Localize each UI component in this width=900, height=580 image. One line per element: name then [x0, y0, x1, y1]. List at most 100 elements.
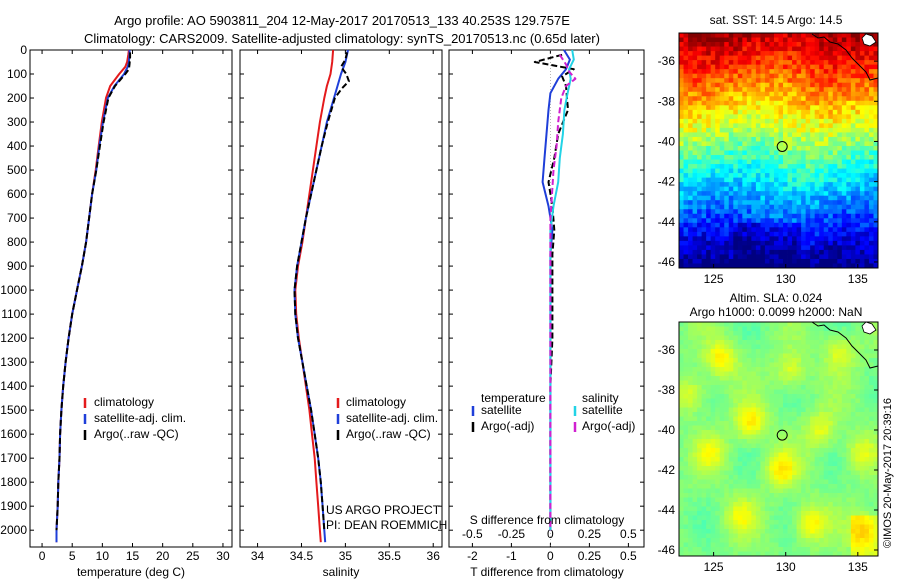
heatmap-cell [715, 245, 721, 251]
heatmap-cell [697, 358, 703, 363]
heatmap-cell [715, 425, 721, 431]
heatmap-cell [769, 73, 775, 79]
heatmap-cell [805, 506, 811, 512]
heatmap-cell [701, 195, 707, 201]
heatmap-cell [850, 249, 856, 255]
heatmap-cell [755, 412, 761, 417]
heatmap-cell [697, 542, 703, 548]
heatmap-cell [846, 425, 852, 431]
heatmap-cell [679, 249, 684, 255]
heatmap-cell [855, 394, 861, 399]
heatmap-cell [751, 118, 757, 124]
heatmap-cell [810, 231, 816, 237]
heatmap-cell [751, 123, 757, 129]
heatmap-cell [688, 412, 693, 417]
heatmap-cell [751, 403, 757, 408]
heatmap-cell [832, 240, 838, 246]
heatmap-cell [778, 37, 784, 43]
heatmap-cell [828, 78, 834, 84]
heatmap-cell [868, 155, 874, 160]
heatmap-cell [764, 60, 770, 66]
heatmap-cell [868, 515, 874, 521]
heatmap-cell [728, 231, 734, 237]
heatmap-cell [724, 421, 730, 426]
heatmap-cell [710, 51, 716, 56]
heatmap-cell [832, 91, 838, 97]
heatmap-cell [801, 164, 807, 169]
heatmap-cell [742, 91, 748, 97]
heatmap-cell [751, 82, 757, 88]
heatmap-cell [801, 231, 807, 237]
heatmap-cell [810, 389, 816, 395]
heatmap-cell [706, 340, 712, 345]
heatmap-cell [783, 538, 788, 543]
heatmap-cell [679, 488, 684, 494]
sla-map-title-line1: Altim. SLA: 0.024 [730, 291, 823, 305]
heatmap-cell [796, 353, 802, 359]
heatmap-cell [751, 362, 757, 368]
heatmap-cell [679, 218, 684, 224]
heatmap-cell [706, 69, 712, 75]
heatmap-cell [832, 542, 838, 548]
heatmap-cell [683, 87, 689, 93]
heatmap-cell [751, 340, 757, 345]
heatmap-cell [737, 421, 743, 426]
heatmap-cell [814, 335, 820, 341]
heatmap-cell [873, 60, 879, 66]
heatmap-cell [814, 209, 820, 215]
heatmap-cell [837, 389, 843, 395]
heatmap-cell [814, 96, 820, 102]
heatmap-cell [683, 502, 689, 507]
heatmap-cell [832, 145, 838, 151]
heatmap-cell [710, 511, 716, 516]
heatmap-cell [683, 173, 689, 179]
heatmap-cell [778, 173, 784, 179]
heatmap-cell [683, 542, 689, 548]
heatmap-cell [683, 488, 689, 494]
heatmap-cell [719, 78, 725, 84]
heatmap-cell [755, 421, 761, 426]
heatmap-cell [787, 245, 793, 251]
heatmap-cell [733, 551, 739, 557]
sst-argo-marker [776, 141, 788, 152]
heatmap-cell [710, 87, 716, 93]
heatmap-cell [864, 434, 870, 440]
heatmap-cell [773, 524, 779, 530]
heatmap-cell [755, 78, 761, 84]
heatmap-cell [846, 258, 852, 264]
heatmap-cell [764, 168, 770, 174]
heatmap-cell [864, 358, 870, 363]
heatmap-cell [719, 515, 725, 521]
heatmap-cell [868, 340, 874, 345]
heatmap-cell [868, 114, 874, 120]
heatmap-cell [751, 177, 757, 183]
heatmap-cell [769, 448, 775, 453]
heatmap-cell [805, 64, 811, 70]
heatmap-cell [728, 127, 734, 133]
heatmap-cell [710, 353, 716, 359]
heatmap-cell [850, 407, 856, 413]
heatmap-cell [832, 51, 838, 56]
heatmap-cell [746, 488, 752, 494]
difference-series [533, 49, 577, 547]
heatmap-cell [773, 520, 779, 525]
heatmap-cell [855, 434, 861, 440]
heatmap-cell [837, 105, 843, 111]
heatmap-cell [773, 150, 779, 156]
heatmap-cell [688, 69, 693, 75]
heatmap-cell [814, 484, 820, 489]
heatmap-cell [828, 191, 834, 197]
heatmap-cell [742, 344, 748, 350]
heatmap-cell [859, 227, 865, 233]
heatmap-cell [823, 349, 829, 354]
heatmap-cell [751, 263, 757, 269]
heatmap-cell [864, 155, 870, 160]
heatmap-cell [801, 349, 807, 354]
heatmap-cell [733, 132, 739, 138]
heatmap-cell [873, 177, 879, 183]
heatmap-cell [828, 448, 834, 453]
heatmap-cell [742, 398, 748, 404]
heatmap-cell [805, 344, 811, 350]
heatmap-cell [819, 254, 825, 260]
heatmap-cell [859, 322, 865, 327]
